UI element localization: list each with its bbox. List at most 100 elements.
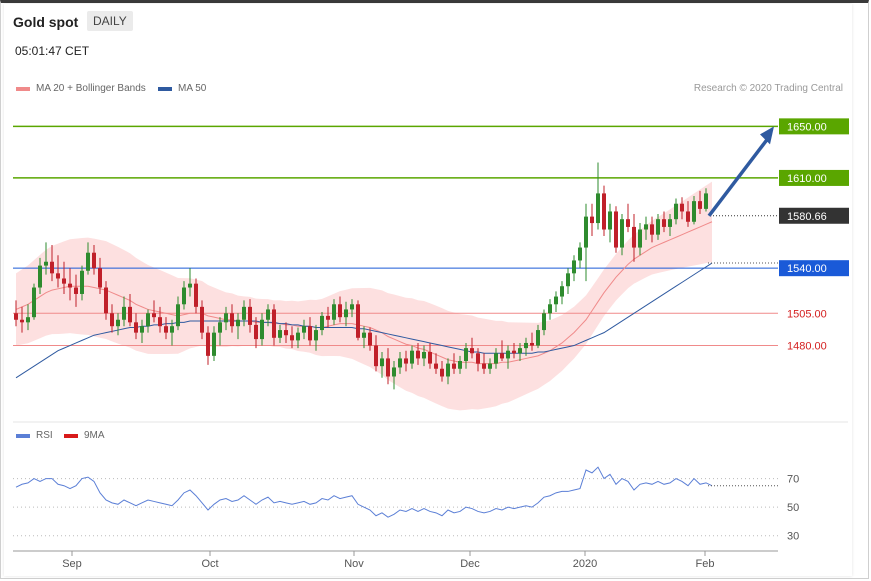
legend-swatch <box>16 433 30 438</box>
candle-body <box>692 201 696 222</box>
candle <box>668 214 672 236</box>
candle-body <box>266 309 270 320</box>
candle <box>476 348 480 372</box>
candle-body <box>662 219 666 227</box>
candle <box>116 313 120 336</box>
candle <box>626 203 630 233</box>
candle-body <box>62 278 66 284</box>
candle-body <box>278 330 282 338</box>
candle-body <box>74 287 78 294</box>
candle-body <box>38 265 42 288</box>
candle <box>590 203 594 236</box>
candle-body <box>350 304 354 310</box>
candle <box>482 353 486 374</box>
candle <box>596 162 600 230</box>
candle <box>14 300 18 327</box>
candle-body <box>668 219 672 227</box>
candle-body <box>608 211 612 230</box>
candle <box>44 242 48 275</box>
candle-body <box>230 313 234 327</box>
candle <box>518 342 522 362</box>
candle-body <box>392 367 396 377</box>
candle-body <box>440 368 444 377</box>
candle <box>500 340 504 362</box>
candle-body <box>524 342 528 349</box>
candle <box>428 342 432 369</box>
candle <box>368 327 372 351</box>
candle <box>104 281 108 320</box>
candle <box>392 361 396 390</box>
candle-body <box>308 326 312 341</box>
candle <box>584 203 588 282</box>
candle <box>602 185 606 236</box>
last-price-tag <box>779 207 849 224</box>
candle-body <box>554 296 558 305</box>
candle <box>638 223 642 256</box>
candle <box>290 326 294 349</box>
candle-body <box>488 363 492 369</box>
candle-body <box>530 342 534 346</box>
candle-body <box>122 306 126 320</box>
candle <box>284 322 288 343</box>
candle <box>578 242 582 269</box>
candle-body <box>296 332 300 341</box>
candle <box>230 304 234 333</box>
legend-label: 9MA <box>84 430 105 441</box>
candle <box>248 299 252 333</box>
candle <box>86 242 90 275</box>
research-credit: Research © 2020 Trading Central <box>693 83 843 94</box>
last-price-label: 1580.66 <box>787 211 827 223</box>
candle-body <box>326 315 330 320</box>
price-levels <box>13 125 778 347</box>
candle-body <box>110 313 114 327</box>
candle <box>344 301 348 327</box>
candle-body <box>92 252 96 269</box>
candle-body <box>572 260 576 274</box>
candle <box>674 198 678 225</box>
candle-body <box>446 363 450 377</box>
candle <box>122 296 126 327</box>
candle <box>152 300 156 323</box>
timeframe-badge[interactable]: DAILY <box>87 11 133 31</box>
candle-body <box>686 211 690 222</box>
candle <box>608 203 612 243</box>
candle <box>20 306 24 333</box>
legend-label: MA 20 + Bollinger Bands <box>36 83 146 94</box>
candle <box>170 319 174 346</box>
candle-body <box>332 304 336 320</box>
instrument-title: Gold spot <box>13 14 79 30</box>
candle-body <box>614 211 618 248</box>
candle-body <box>248 306 252 325</box>
candle <box>656 214 660 240</box>
legend-swatch <box>16 86 30 91</box>
rsi-panel: 30 50 70 <box>13 421 848 543</box>
candle-body <box>626 219 630 227</box>
candle-body <box>200 306 204 333</box>
candle <box>530 332 534 351</box>
candle <box>704 188 708 212</box>
candle-body <box>506 350 510 359</box>
candle <box>32 283 36 320</box>
candle <box>254 317 258 349</box>
candle <box>560 281 564 305</box>
candle-body <box>224 313 228 323</box>
candle <box>188 268 192 297</box>
candle <box>506 345 510 369</box>
candle <box>572 255 576 282</box>
target-label: 1650.00 <box>787 121 827 133</box>
candle <box>692 195 696 225</box>
candle-body <box>644 224 648 230</box>
candle-body <box>68 283 72 288</box>
x-axis: Sep Oct Nov Dec 2020 Feb <box>13 550 778 570</box>
candles <box>14 126 774 390</box>
candle-body <box>512 350 516 354</box>
candle-body <box>518 348 522 354</box>
candle <box>260 313 264 346</box>
candle-body <box>602 193 606 230</box>
candle-body <box>152 313 156 318</box>
candle-body <box>404 358 408 364</box>
candle-body <box>434 363 438 369</box>
candle-body <box>302 326 306 333</box>
candle <box>266 304 270 327</box>
legend-label: MA 50 <box>178 83 207 94</box>
